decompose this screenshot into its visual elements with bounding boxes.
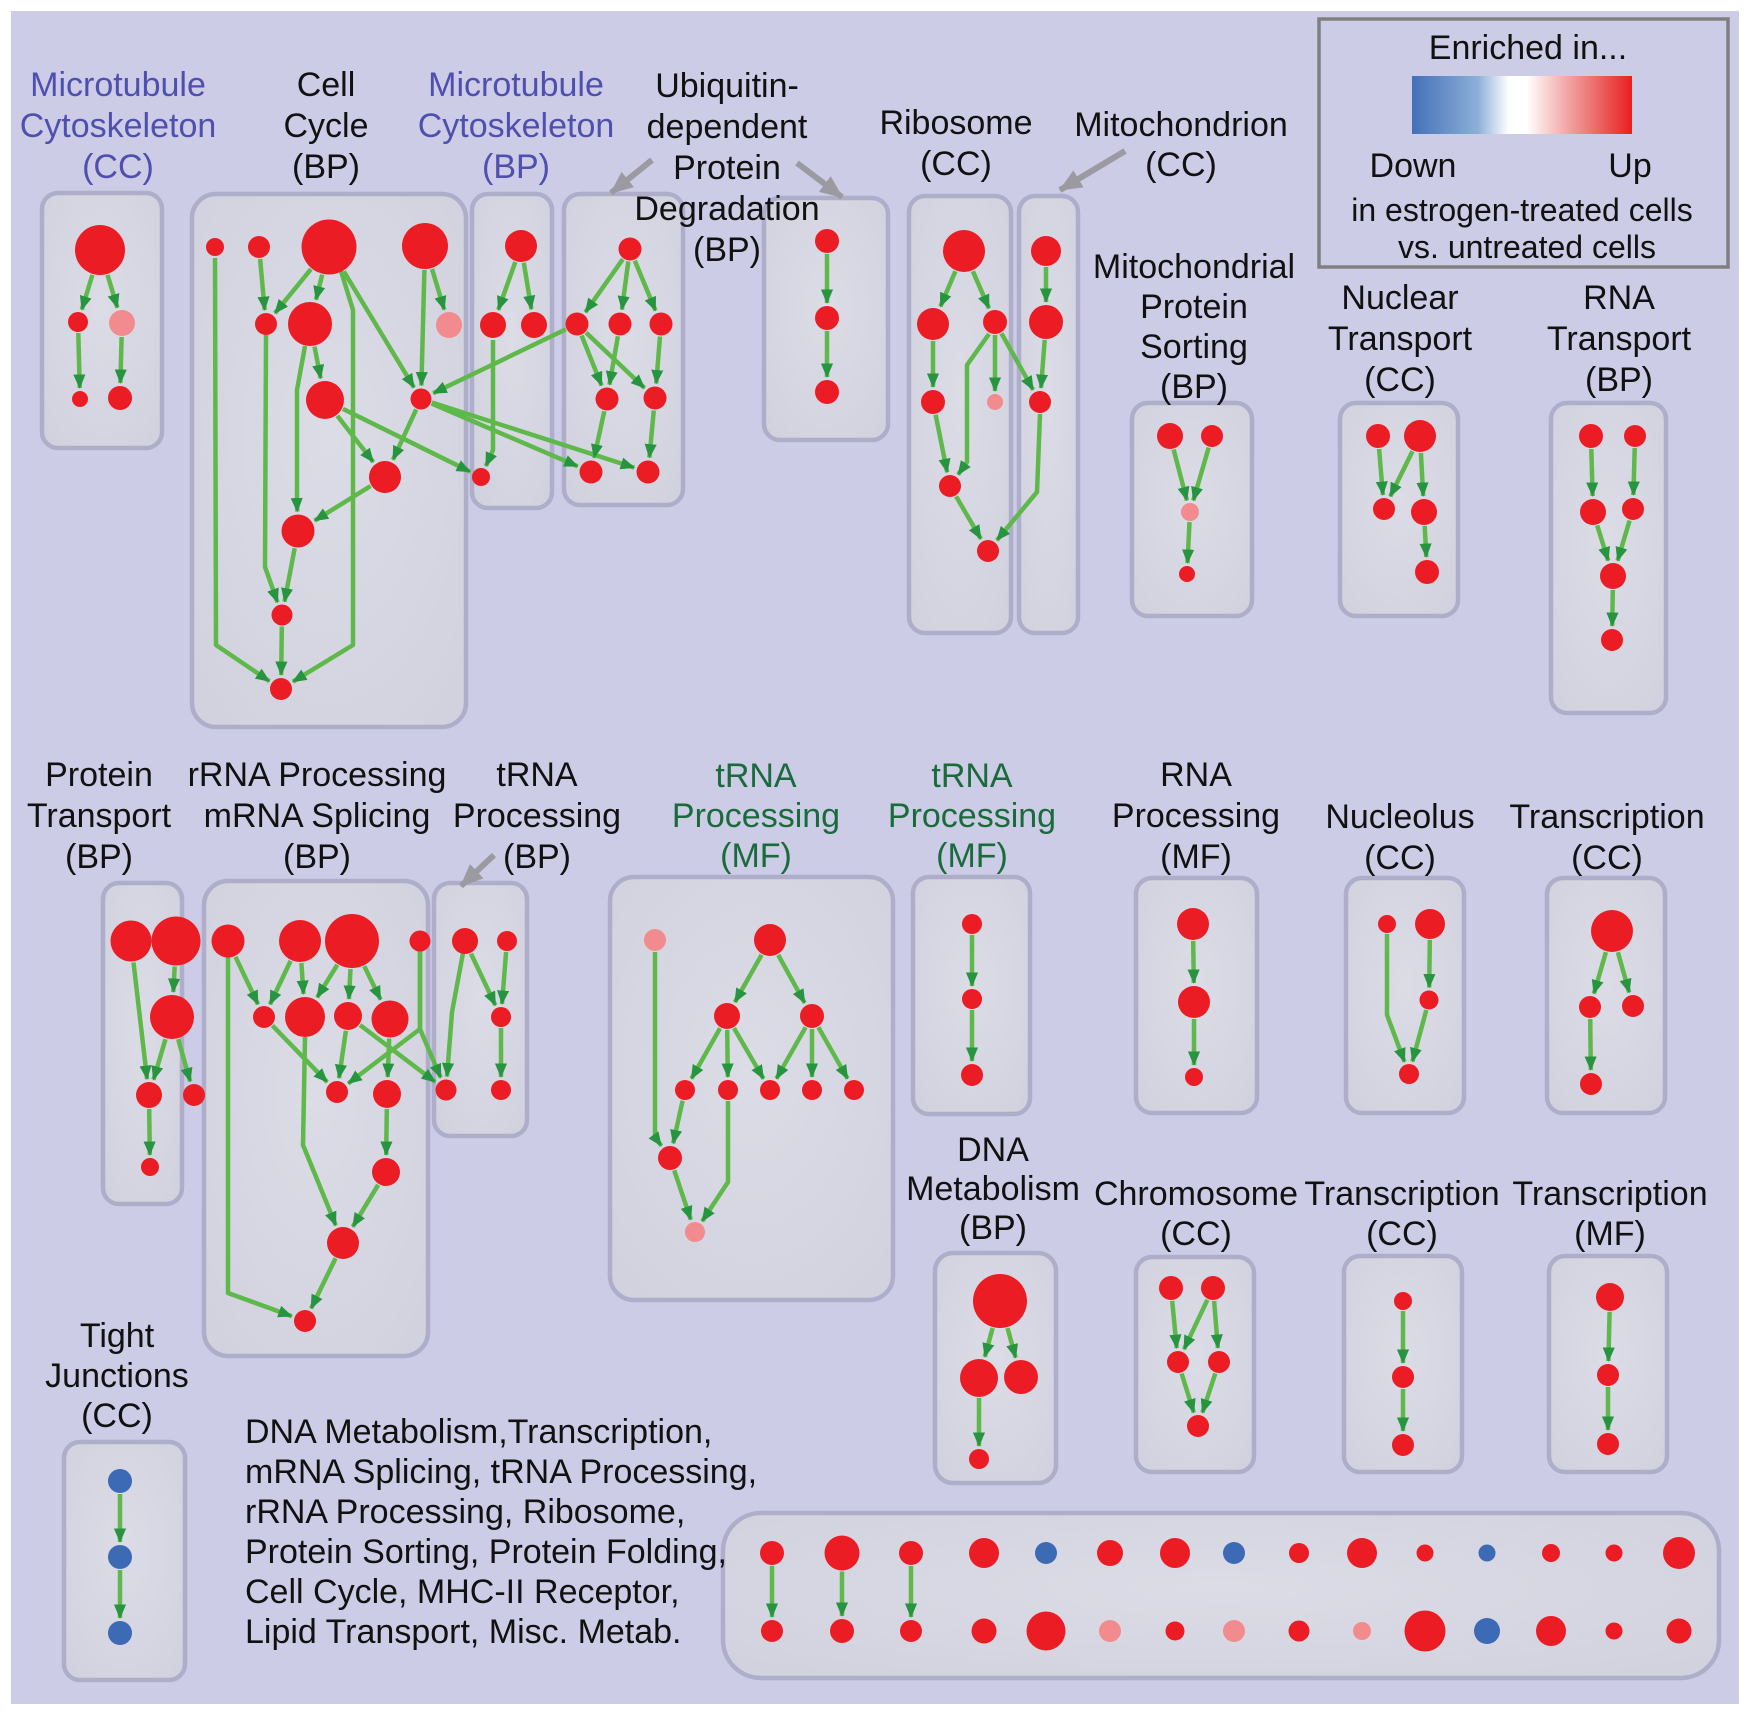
svg-text:Cycle: Cycle (283, 107, 368, 145)
svg-text:(MF): (MF) (936, 837, 1008, 875)
svg-text:Cell Cycle, MHC-II Receptor,: Cell Cycle, MHC-II Receptor, (245, 1573, 680, 1611)
svg-text:Chromosome: Chromosome (1094, 1175, 1298, 1213)
svg-text:Transport: Transport (1547, 320, 1692, 358)
svg-text:DNA Metabolism,Transcription,: DNA Metabolism,Transcription, (245, 1413, 712, 1451)
svg-text:mRNA Splicing, tRNA Processing: mRNA Splicing, tRNA Processing, (245, 1453, 757, 1491)
svg-text:Degradation: Degradation (634, 190, 819, 228)
svg-text:Processing: Processing (1112, 797, 1280, 835)
svg-text:tRNA: tRNA (931, 757, 1013, 795)
svg-text:tRNA: tRNA (496, 756, 578, 794)
svg-text:(CC): (CC) (81, 1397, 153, 1435)
svg-text:Lipid Transport, Misc. Metab.: Lipid Transport, Misc. Metab. (245, 1613, 682, 1651)
svg-text:(BP): (BP) (482, 148, 550, 186)
svg-text:Microtubule: Microtubule (428, 66, 604, 104)
svg-text:Tight: Tight (80, 1317, 155, 1355)
svg-text:Transcription: Transcription (1509, 798, 1704, 836)
svg-text:(BP): (BP) (283, 838, 351, 876)
svg-text:(CC): (CC) (1160, 1215, 1232, 1253)
svg-text:(CC): (CC) (1571, 839, 1643, 877)
svg-text:Transcription: Transcription (1512, 1175, 1707, 1213)
svg-text:Enriched in...: Enriched in... (1429, 29, 1627, 67)
svg-text:Cytoskeleton: Cytoskeleton (418, 107, 615, 145)
svg-text:Protein: Protein (45, 756, 153, 794)
svg-text:Processing: Processing (672, 797, 840, 835)
svg-text:Transport: Transport (1328, 320, 1473, 358)
svg-text:rRNA Processing, Ribosome,: rRNA Processing, Ribosome, (245, 1493, 685, 1531)
svg-text:(CC): (CC) (1364, 839, 1436, 877)
svg-text:Mitochondrial: Mitochondrial (1093, 248, 1295, 286)
svg-text:Ribosome: Ribosome (879, 104, 1032, 142)
svg-text:Sorting: Sorting (1140, 328, 1248, 366)
svg-text:Processing: Processing (453, 797, 621, 835)
svg-text:Cytoskeleton: Cytoskeleton (20, 107, 217, 145)
svg-text:(BP): (BP) (1160, 368, 1228, 406)
svg-text:Mitochondrion: Mitochondrion (1074, 106, 1288, 144)
svg-text:rRNA Processing: rRNA Processing (188, 756, 447, 794)
svg-text:(CC): (CC) (1364, 361, 1436, 399)
svg-text:Junctions: Junctions (45, 1357, 189, 1395)
svg-text:mRNA Splicing: mRNA Splicing (204, 797, 431, 835)
svg-text:(BP): (BP) (959, 1209, 1027, 1247)
svg-text:vs. untreated cells: vs. untreated cells (1398, 229, 1656, 265)
svg-text:Processing: Processing (888, 797, 1056, 835)
svg-text:dependent: dependent (647, 108, 808, 146)
svg-text:Transport: Transport (27, 797, 172, 835)
svg-text:tRNA: tRNA (715, 757, 797, 795)
svg-text:(MF): (MF) (1574, 1215, 1646, 1253)
svg-text:Metabolism: Metabolism (906, 1170, 1080, 1208)
svg-text:(BP): (BP) (693, 231, 761, 269)
svg-text:(BP): (BP) (1585, 361, 1653, 399)
svg-text:Nuclear: Nuclear (1341, 279, 1458, 317)
svg-text:Microtubule: Microtubule (30, 66, 206, 104)
svg-text:Down: Down (1370, 147, 1457, 185)
svg-text:(BP): (BP) (503, 838, 571, 876)
svg-text:DNA: DNA (957, 1131, 1029, 1169)
svg-text:Transcription: Transcription (1304, 1175, 1499, 1213)
svg-text:RNA: RNA (1160, 756, 1232, 794)
svg-text:(BP): (BP) (292, 148, 360, 186)
svg-text:Protein: Protein (1140, 288, 1248, 326)
svg-text:Nucleolus: Nucleolus (1325, 798, 1474, 836)
svg-text:(CC): (CC) (82, 148, 154, 186)
svg-text:Protein Sorting, Protein Foldi: Protein Sorting, Protein Folding, (245, 1533, 727, 1571)
svg-text:in estrogen-treated cells: in estrogen-treated cells (1351, 192, 1693, 228)
svg-text:(CC): (CC) (1366, 1215, 1438, 1253)
svg-text:RNA: RNA (1583, 279, 1655, 317)
svg-text:(CC): (CC) (920, 145, 992, 183)
svg-text:(BP): (BP) (65, 838, 133, 876)
svg-text:Cell: Cell (297, 66, 356, 104)
svg-text:(MF): (MF) (720, 837, 792, 875)
svg-text:(CC): (CC) (1145, 146, 1217, 184)
svg-text:(MF): (MF) (1160, 838, 1232, 876)
svg-text:Ubiquitin-: Ubiquitin- (655, 67, 799, 105)
svg-text:Up: Up (1608, 147, 1651, 185)
svg-text:Protein: Protein (673, 149, 781, 187)
